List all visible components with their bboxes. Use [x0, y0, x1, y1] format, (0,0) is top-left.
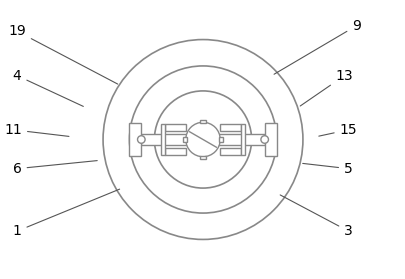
- Circle shape: [260, 136, 268, 143]
- Text: 6: 6: [13, 161, 97, 176]
- Bar: [218, 137, 222, 142]
- Bar: [141, 134, 264, 145]
- Text: 3: 3: [279, 195, 352, 238]
- Circle shape: [137, 136, 145, 143]
- Text: 5: 5: [302, 162, 352, 176]
- Bar: [183, 137, 187, 142]
- Circle shape: [185, 122, 220, 157]
- Bar: [200, 155, 205, 160]
- Bar: [161, 124, 164, 155]
- Text: 13: 13: [299, 69, 352, 106]
- Bar: [241, 124, 244, 155]
- Text: 1: 1: [13, 189, 119, 238]
- Bar: [164, 124, 185, 131]
- Bar: [220, 124, 241, 131]
- Text: 9: 9: [273, 19, 360, 74]
- Bar: [200, 119, 205, 124]
- Text: 4: 4: [13, 69, 83, 106]
- Text: 15: 15: [318, 123, 356, 137]
- Bar: [129, 122, 141, 157]
- Bar: [264, 122, 276, 157]
- Text: 11: 11: [4, 123, 69, 137]
- Bar: [164, 148, 185, 155]
- Bar: [220, 148, 241, 155]
- Text: 19: 19: [8, 24, 117, 84]
